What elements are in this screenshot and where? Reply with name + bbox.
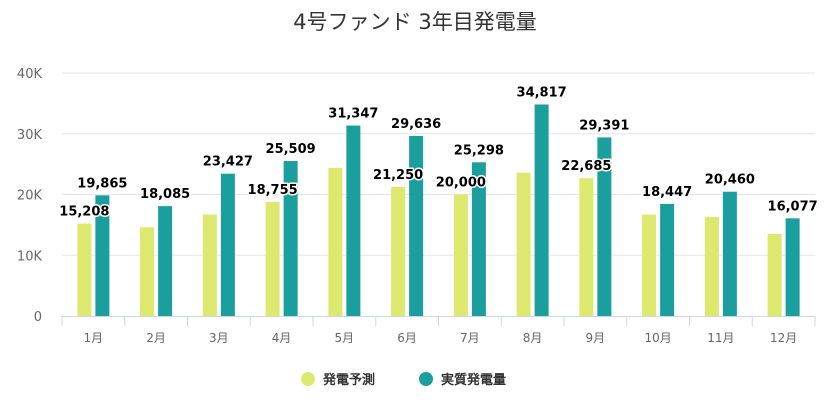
bar-actual[interactable] <box>785 218 800 316</box>
x-tick-label: 10月 <box>644 331 671 345</box>
bar-actual[interactable] <box>95 195 110 316</box>
bars-layer <box>77 104 800 317</box>
bar-forecast[interactable] <box>642 214 657 316</box>
x-tick-label: 12月 <box>770 331 797 345</box>
bar-actual[interactable] <box>534 104 549 316</box>
data-label: 29,391 <box>579 118 629 133</box>
legend-marker[interactable] <box>301 372 315 386</box>
data-label: 29,636 <box>391 117 441 132</box>
bar-forecast[interactable] <box>391 186 406 316</box>
data-label: 21,250 <box>373 168 423 183</box>
data-label: 34,817 <box>517 85 567 100</box>
bar-forecast[interactable] <box>328 167 343 316</box>
data-label: 20,460 <box>705 173 755 188</box>
bar-forecast[interactable] <box>704 216 719 316</box>
bar-actual[interactable] <box>660 203 675 316</box>
bar-forecast[interactable] <box>579 178 594 316</box>
x-tick-label: 3月 <box>209 331 229 345</box>
axis-layer: 0 10K 20K 30K 40K 1月 2月 3月 4月 5月 6月 7月 8月 9月 10月 11月 12月 <box>17 67 816 345</box>
data-label: 18,085 <box>140 187 190 202</box>
x-tick-label: 7月 <box>460 331 480 345</box>
data-label: 20,000 <box>436 176 486 191</box>
bar-forecast[interactable] <box>516 172 531 316</box>
data-labels-layer: 15,208 19,865 18,085 23,427 18,755 25,509 31,3… <box>58 84 819 221</box>
x-tick-label: 8月 <box>523 331 543 345</box>
data-label: 19,865 <box>77 176 127 191</box>
y-tick-label: 10K <box>17 249 43 264</box>
data-label: 18,447 <box>642 185 692 200</box>
bar-forecast[interactable] <box>77 223 92 316</box>
data-label: 25,509 <box>266 142 316 157</box>
y-tick-label: 30K <box>17 128 43 143</box>
legend-marker[interactable] <box>419 372 434 386</box>
x-tick-label: 5月 <box>335 331 355 345</box>
bar-actual[interactable] <box>471 162 486 316</box>
x-tick-label: 9月 <box>586 331 606 345</box>
x-tick-label: 11月 <box>707 331 734 345</box>
bar-actual[interactable] <box>283 161 298 316</box>
x-tick-label: 6月 <box>397 331 417 345</box>
bar-forecast[interactable] <box>767 233 782 316</box>
data-label: 31,347 <box>328 107 378 122</box>
y-tick-label: 0 <box>34 310 42 325</box>
bar-actual[interactable] <box>722 191 737 316</box>
data-label: 23,427 <box>203 155 253 170</box>
data-label: 16,077 <box>768 199 818 214</box>
bar-forecast[interactable] <box>453 194 468 317</box>
bar-actual[interactable] <box>597 137 612 316</box>
x-tick-label: 1月 <box>84 331 104 345</box>
data-label: 18,755 <box>248 183 298 198</box>
legend-label[interactable]: 実質発電量 <box>441 372 506 388</box>
data-label: 25,298 <box>454 143 504 158</box>
grid-layer <box>62 72 815 256</box>
x-tick-label: 2月 <box>146 331 166 345</box>
bar-actual[interactable] <box>220 173 235 316</box>
bar-forecast[interactable] <box>265 202 280 316</box>
x-tick-label: 4月 <box>272 331 292 345</box>
bar-actual[interactable] <box>158 206 173 316</box>
data-label: 22,685 <box>561 159 611 174</box>
bar-forecast[interactable] <box>140 227 155 316</box>
bar-actual[interactable] <box>346 125 361 316</box>
data-label: 15,208 <box>59 205 109 220</box>
legend[interactable]: 発電予測 実質発電量 <box>301 372 506 388</box>
bar-forecast[interactable] <box>202 214 217 316</box>
chart-title: 4号ファンド 3年目発電量 <box>293 10 536 34</box>
y-tick-label: 40K <box>17 67 43 82</box>
legend-label[interactable]: 発電予測 <box>322 372 375 388</box>
y-tick-label: 20K <box>17 189 43 204</box>
bar-actual[interactable] <box>409 135 424 316</box>
